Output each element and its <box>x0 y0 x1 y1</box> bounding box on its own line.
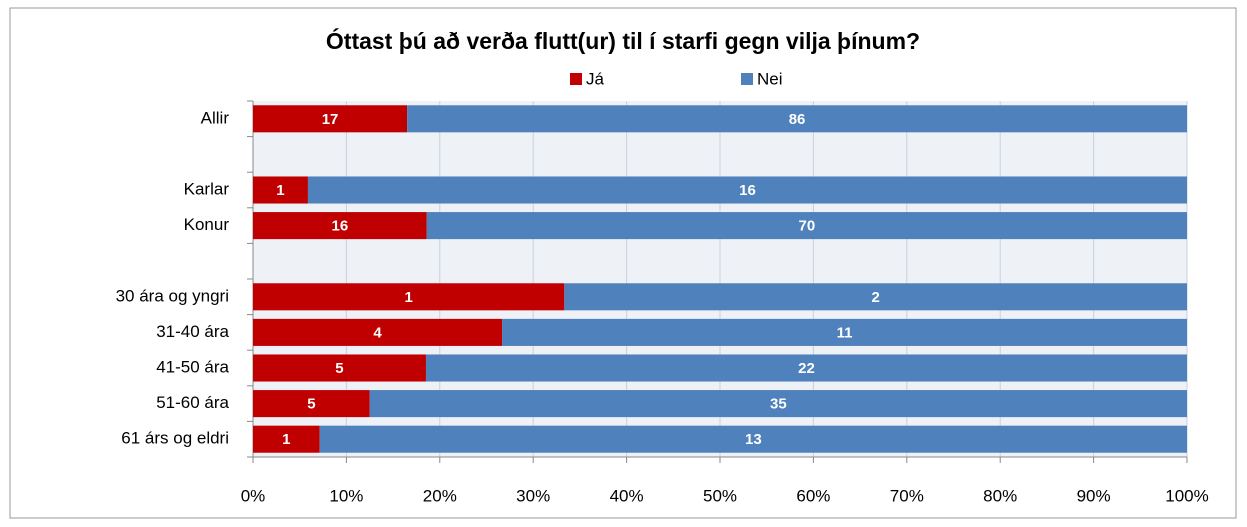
y-tick-label: Konur <box>184 215 230 234</box>
x-tick-label: 30% <box>516 486 550 505</box>
legend-swatch <box>741 73 753 85</box>
bar-segment <box>253 212 427 240</box>
bar-segment <box>253 390 370 418</box>
y-tick-label: 30 ára og yngri <box>116 286 229 305</box>
y-tick-label: Allir <box>201 108 230 127</box>
bar-segment <box>253 354 426 382</box>
data-label: 70 <box>799 218 816 235</box>
data-label: 1 <box>282 431 290 448</box>
data-label: 16 <box>332 218 349 235</box>
data-label: 86 <box>789 111 806 128</box>
legend-label: Já <box>586 69 605 88</box>
bar-segment <box>426 212 1187 240</box>
data-label: 5 <box>335 360 343 377</box>
x-tick-label: 40% <box>610 486 644 505</box>
bar-segment <box>253 283 565 311</box>
x-tick-label: 60% <box>796 486 830 505</box>
bar-segment <box>369 390 1187 418</box>
x-tick-label: 0% <box>241 486 266 505</box>
legend-label: Nei <box>757 69 783 88</box>
legend-swatch <box>570 73 582 85</box>
chart-title: Óttast þú að verða flutt(ur) til í starf… <box>326 27 920 54</box>
bar-segment <box>502 318 1188 346</box>
x-tick-label: 20% <box>423 486 457 505</box>
bar-segment <box>253 318 503 346</box>
bar-segment <box>319 425 1187 453</box>
data-label: 11 <box>837 324 853 341</box>
x-tick-label: 10% <box>329 486 363 505</box>
y-tick-label: 61 árs og eldri <box>121 429 229 448</box>
y-tick-label: 51-60 ára <box>156 393 229 412</box>
bar-segment <box>425 354 1187 382</box>
data-label: 2 <box>871 289 879 306</box>
data-label: 5 <box>307 396 315 413</box>
data-label: 17 <box>322 111 339 128</box>
x-tick-label: 50% <box>703 486 737 505</box>
data-label: 35 <box>770 396 787 413</box>
data-label: 4 <box>373 324 382 341</box>
y-tick-label: Karlar <box>184 179 230 198</box>
bar-segment <box>407 105 1187 133</box>
bar-segment <box>564 283 1187 311</box>
bar-segment <box>253 105 408 133</box>
data-label: 1 <box>276 182 284 199</box>
x-tick-label: 80% <box>983 486 1017 505</box>
x-tick-label: 100% <box>1165 486 1208 505</box>
data-label: 16 <box>739 182 756 199</box>
data-label: 22 <box>798 360 815 377</box>
x-tick-label: 90% <box>1077 486 1111 505</box>
bar-segment <box>253 176 308 204</box>
data-label: 1 <box>404 289 412 306</box>
bar-segment <box>253 425 320 453</box>
bar-segment <box>307 176 1187 204</box>
y-tick-label: 31-40 ára <box>156 322 229 341</box>
x-tick-label: 70% <box>890 486 924 505</box>
y-tick-label: 41-50 ára <box>156 357 229 376</box>
data-label: 13 <box>745 431 762 448</box>
